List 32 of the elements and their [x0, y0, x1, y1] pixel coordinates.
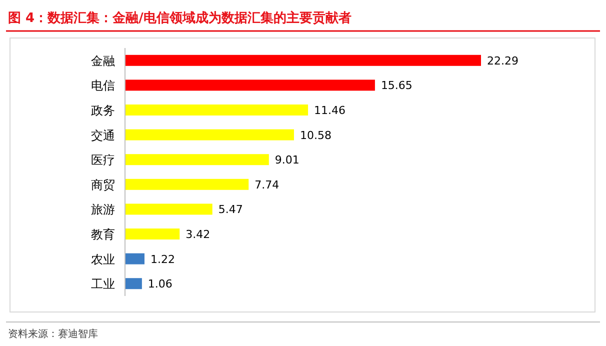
y-tick-label: 政务 [91, 104, 115, 118]
bar [125, 129, 294, 140]
bar [125, 54, 481, 66]
bar [125, 80, 375, 91]
y-tick-label: 农业 [91, 252, 115, 266]
bar [125, 204, 212, 215]
bar [125, 253, 144, 264]
y-tick-label: 交通 [91, 128, 115, 142]
y-tick-label: 教育 [91, 228, 115, 242]
bar [125, 228, 180, 240]
text: 资料来源：赛迪智库 [8, 328, 98, 340]
bar [125, 104, 308, 116]
y-tick-label: 电信 [91, 78, 115, 93]
data-label: 5.47 [218, 203, 243, 216]
data-label: 7.74 [254, 178, 280, 192]
data-label: 11.46 [314, 104, 346, 117]
data-label: 1.22 [150, 252, 175, 266]
y-tick-label: 旅游 [91, 202, 115, 217]
y-tick-label: 金融 [91, 54, 115, 68]
data-label: 10.58 [300, 128, 332, 142]
data-label: 9.01 [274, 154, 300, 167]
y-tick-label: 商贸 [91, 178, 115, 192]
bar [125, 178, 249, 190]
bar [125, 154, 269, 166]
data-label: 1.06 [148, 278, 172, 291]
data-label: 22.29 [487, 54, 518, 68]
y-tick-label: 工业 [91, 277, 115, 292]
y-tick-label: 医疗 [91, 153, 115, 168]
data-label: 3.42 [186, 228, 210, 241]
chart-title: 图 4：数据汇集：金融/电信领域成为数据汇集的主要贡献者 [8, 10, 352, 26]
data-label: 15.65 [380, 79, 412, 92]
bar [125, 278, 142, 290]
